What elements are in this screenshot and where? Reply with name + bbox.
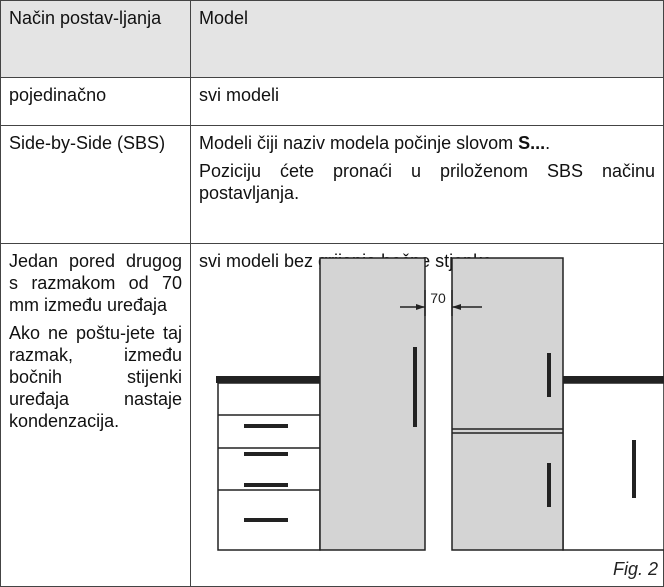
text: Jedan pored drugog s razmakom od 70 mm i… xyxy=(9,251,182,315)
text: Side-by-Side (SBS) xyxy=(9,133,166,153)
text: Poziciju ćete pronaći u priloženom SBS n… xyxy=(199,161,655,203)
text: Način postav-ljanja xyxy=(9,8,162,28)
cell: Jedan pored drugog s razmakom od 70 mm i… xyxy=(0,243,191,587)
header-cell: Način postav-ljanja xyxy=(0,0,191,78)
text: Ako ne poštu-jete taj razmak, između boč… xyxy=(9,323,182,431)
header-cell: Model xyxy=(190,0,664,78)
text: Modeli čiji naziv modela počinje slovom … xyxy=(199,132,655,154)
figure-caption: Fig. 2 xyxy=(613,559,658,579)
text: Modeli čiji naziv modela počinje slovom xyxy=(199,133,519,153)
text: svi modeli xyxy=(199,85,280,105)
cell: Modeli čiji naziv modela počinje slovom … xyxy=(190,125,664,244)
dimension-label: 70 xyxy=(430,290,446,306)
text: Model xyxy=(199,8,249,28)
bold-text: S... xyxy=(518,133,546,153)
text: pojedinačno xyxy=(9,85,107,105)
text: . xyxy=(545,133,551,153)
cell: pojedinačno xyxy=(0,77,191,126)
